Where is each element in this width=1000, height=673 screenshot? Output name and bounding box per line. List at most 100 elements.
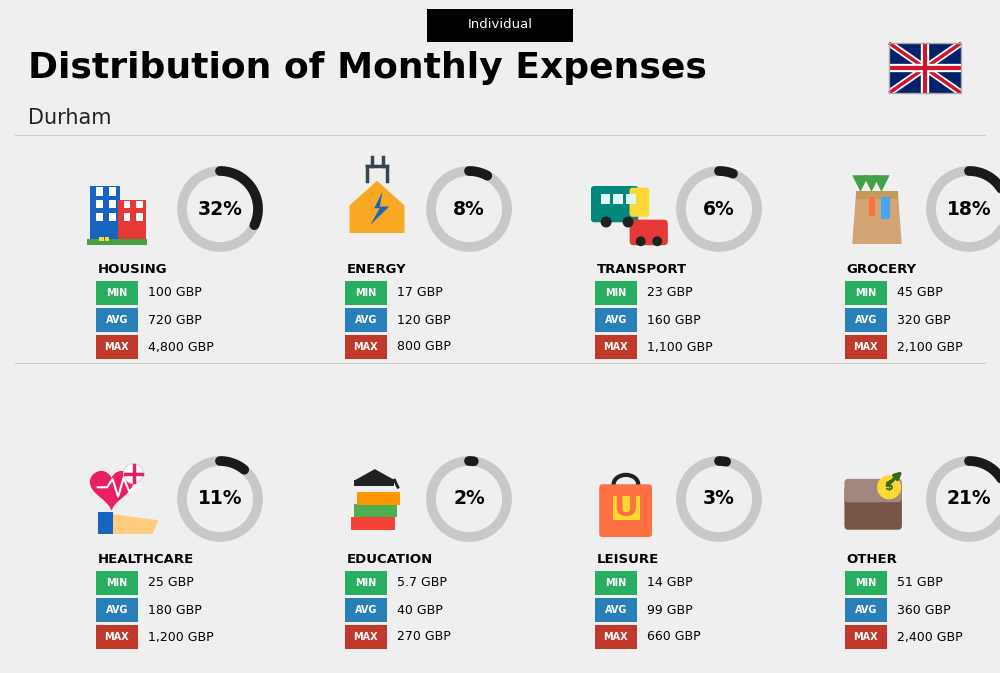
FancyBboxPatch shape: [844, 486, 902, 530]
Polygon shape: [873, 175, 890, 192]
Text: EDUCATION: EDUCATION: [347, 553, 433, 566]
Text: 40 GBP: 40 GBP: [397, 604, 442, 616]
Polygon shape: [350, 181, 404, 233]
Bar: [881, 197, 890, 219]
Text: GROCERY: GROCERY: [847, 263, 917, 276]
Text: 5.7 GBP: 5.7 GBP: [397, 577, 447, 590]
Text: MAX: MAX: [104, 632, 129, 642]
Text: 32%: 32%: [198, 199, 242, 219]
FancyBboxPatch shape: [595, 598, 637, 622]
Polygon shape: [91, 472, 132, 509]
Bar: [98, 512, 113, 534]
FancyBboxPatch shape: [599, 485, 652, 537]
Polygon shape: [370, 192, 389, 225]
Bar: [136, 213, 143, 221]
Bar: [626, 194, 636, 205]
FancyBboxPatch shape: [345, 281, 387, 305]
Text: $: $: [885, 481, 893, 493]
Text: MIN: MIN: [855, 288, 876, 298]
Text: 3%: 3%: [703, 489, 735, 509]
Bar: [613, 194, 623, 205]
Text: 720 GBP: 720 GBP: [148, 314, 202, 326]
Text: MIN: MIN: [355, 288, 376, 298]
FancyBboxPatch shape: [844, 479, 902, 502]
Text: MIN: MIN: [106, 288, 127, 298]
FancyBboxPatch shape: [845, 625, 887, 649]
Bar: [354, 480, 394, 486]
FancyBboxPatch shape: [96, 625, 138, 649]
Text: 100 GBP: 100 GBP: [148, 287, 202, 299]
Bar: [136, 201, 143, 208]
Bar: [601, 194, 610, 205]
Text: MAX: MAX: [603, 632, 628, 642]
Text: AVG: AVG: [106, 605, 128, 615]
Text: 23 GBP: 23 GBP: [647, 287, 692, 299]
Text: 8%: 8%: [453, 199, 485, 219]
Bar: [96, 200, 103, 208]
Text: 11%: 11%: [198, 489, 242, 509]
Text: 25 GBP: 25 GBP: [148, 577, 194, 590]
Polygon shape: [852, 175, 869, 192]
Bar: [105, 238, 109, 241]
Text: AVG: AVG: [605, 605, 627, 615]
Circle shape: [124, 464, 143, 483]
Bar: [869, 197, 875, 217]
Text: 320 GBP: 320 GBP: [897, 314, 950, 326]
Text: 21%: 21%: [947, 489, 991, 509]
Text: AVG: AVG: [855, 315, 877, 325]
FancyBboxPatch shape: [595, 308, 637, 332]
Bar: [99, 238, 104, 241]
FancyBboxPatch shape: [354, 504, 397, 518]
FancyBboxPatch shape: [96, 571, 138, 595]
Text: MIN: MIN: [355, 578, 376, 588]
FancyBboxPatch shape: [345, 571, 387, 595]
Bar: [118, 200, 146, 241]
Bar: [856, 191, 898, 199]
Text: 99 GBP: 99 GBP: [647, 604, 692, 616]
Text: AVG: AVG: [355, 605, 377, 615]
Circle shape: [652, 236, 662, 246]
Text: 800 GBP: 800 GBP: [397, 341, 451, 353]
Text: Individual: Individual: [468, 18, 532, 32]
Bar: [109, 187, 116, 196]
Text: AVG: AVG: [106, 315, 128, 325]
Text: LEISURE: LEISURE: [597, 553, 659, 566]
FancyBboxPatch shape: [96, 598, 138, 622]
FancyBboxPatch shape: [96, 308, 138, 332]
Polygon shape: [852, 192, 902, 244]
Text: ENERGY: ENERGY: [347, 263, 406, 276]
Bar: [87, 238, 147, 245]
Text: MIN: MIN: [106, 578, 127, 588]
Text: AVG: AVG: [355, 315, 377, 325]
FancyBboxPatch shape: [595, 335, 637, 359]
Text: 18%: 18%: [947, 199, 991, 219]
Text: 270 GBP: 270 GBP: [397, 631, 450, 643]
Text: 160 GBP: 160 GBP: [647, 314, 700, 326]
Text: 360 GBP: 360 GBP: [897, 604, 950, 616]
Circle shape: [623, 217, 634, 227]
Text: 120 GBP: 120 GBP: [397, 314, 450, 326]
Text: U: U: [614, 493, 638, 522]
Text: MIN: MIN: [605, 578, 626, 588]
Bar: [96, 187, 103, 196]
Text: AVG: AVG: [605, 315, 627, 325]
FancyBboxPatch shape: [345, 335, 387, 359]
Polygon shape: [863, 175, 880, 192]
Bar: [124, 213, 130, 221]
Text: MAX: MAX: [853, 632, 878, 642]
FancyBboxPatch shape: [357, 493, 400, 505]
Text: AVG: AVG: [855, 605, 877, 615]
FancyBboxPatch shape: [427, 9, 573, 42]
Text: MIN: MIN: [605, 288, 626, 298]
Bar: [613, 495, 640, 520]
FancyBboxPatch shape: [630, 219, 668, 245]
Text: 2,100 GBP: 2,100 GBP: [897, 341, 962, 353]
Text: MIN: MIN: [855, 578, 876, 588]
Text: 2,400 GBP: 2,400 GBP: [897, 631, 962, 643]
FancyBboxPatch shape: [845, 571, 887, 595]
Text: 45 GBP: 45 GBP: [897, 287, 942, 299]
Text: 660 GBP: 660 GBP: [647, 631, 700, 643]
FancyBboxPatch shape: [591, 186, 638, 222]
FancyBboxPatch shape: [345, 625, 387, 649]
FancyBboxPatch shape: [845, 281, 887, 305]
